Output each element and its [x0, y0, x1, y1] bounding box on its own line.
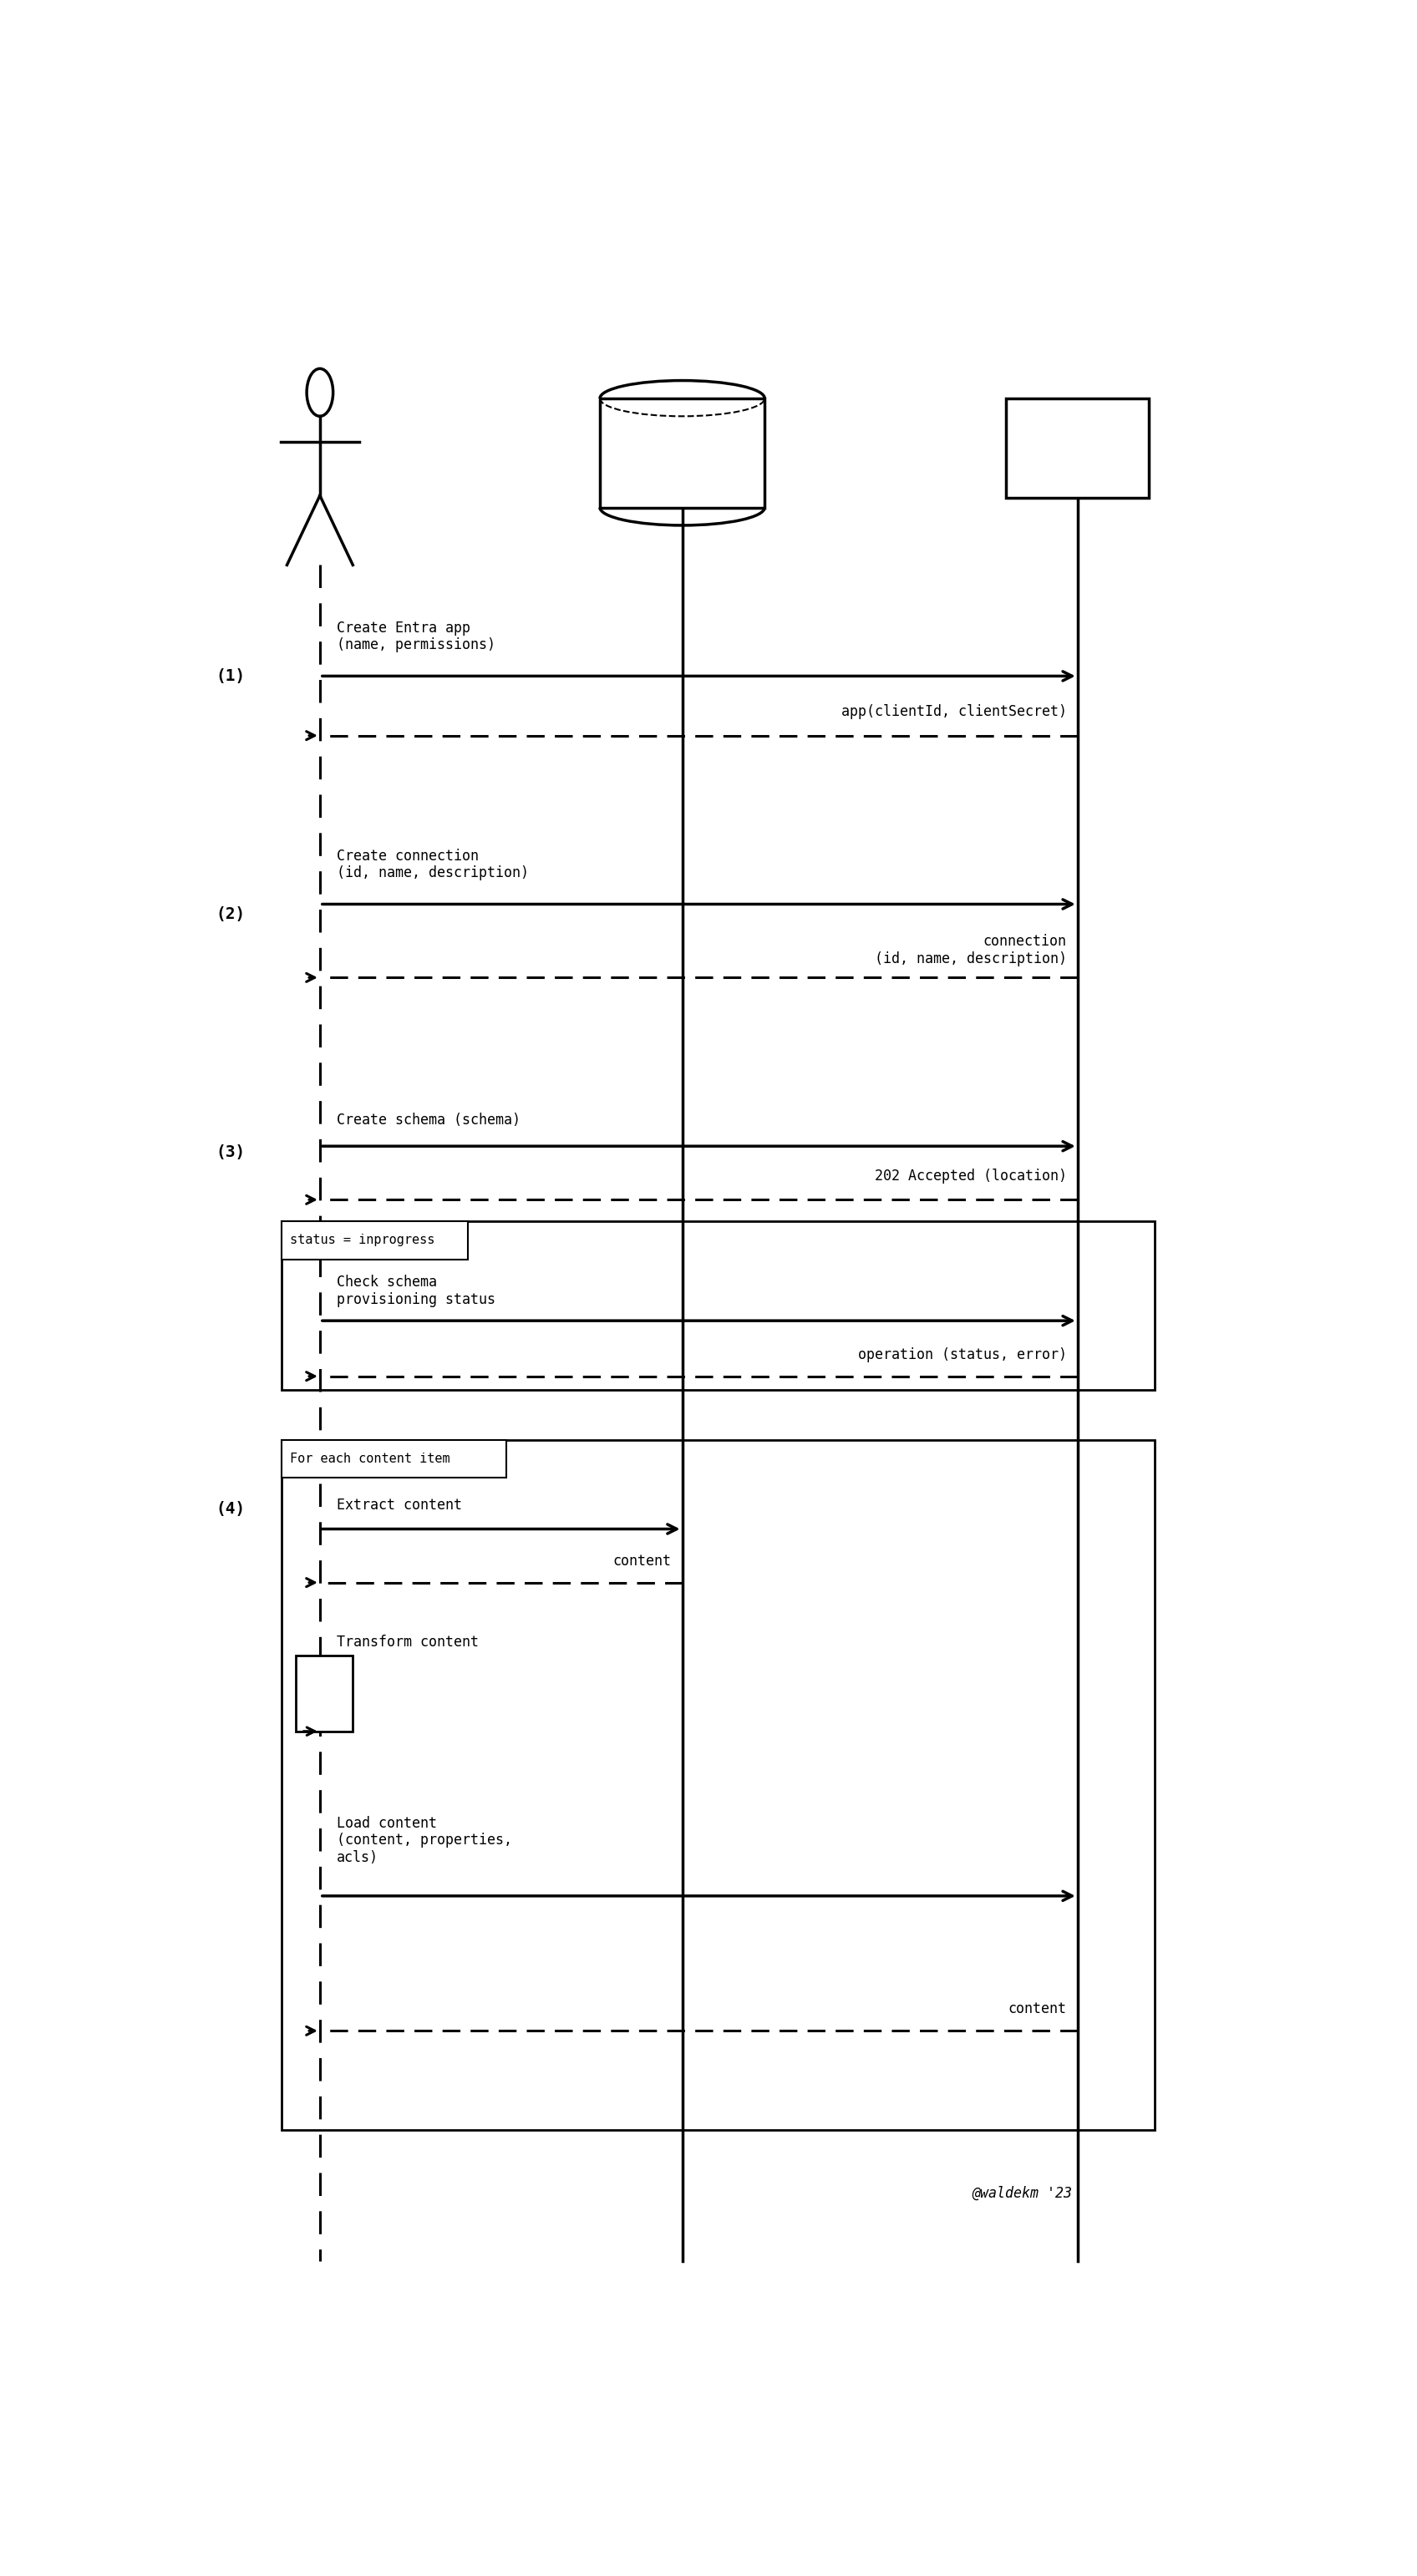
Bar [282, 1440, 506, 1479]
Text: (4): (4) [215, 1502, 245, 1517]
Bar [282, 1221, 1155, 1391]
Bar [296, 1656, 353, 1731]
Text: (3): (3) [215, 1144, 245, 1159]
Text: Create connection
(id, name, description): Create connection (id, name, description… [336, 848, 529, 881]
Bar [1006, 399, 1149, 497]
Bar [282, 1440, 1155, 2130]
Text: (2): (2) [215, 907, 245, 922]
Text: app(clientId, clientSecret): app(clientId, clientSecret) [842, 703, 1067, 719]
Text: Create Entra app
(name, permissions): Create Entra app (name, permissions) [336, 621, 495, 652]
Text: 202 Accepted (location): 202 Accepted (location) [874, 1170, 1067, 1182]
Text: Create schema (schema): Create schema (schema) [336, 1113, 520, 1128]
Bar [282, 1221, 468, 1260]
Text: Microsoft
Graph: Microsoft Graph [1030, 430, 1125, 466]
Bar [599, 399, 765, 507]
Text: operation (status, error): operation (status, error) [857, 1347, 1067, 1363]
Text: (1): (1) [215, 667, 245, 685]
Text: Check schema
provisioning status: Check schema provisioning status [336, 1275, 495, 1306]
Text: For each content item: For each content item [290, 1453, 451, 1466]
Text: content: content [1007, 2002, 1067, 2017]
Text: Transform content: Transform content [336, 1636, 479, 1649]
Text: Load content
(content, properties,
acls): Load content (content, properties, acls) [336, 1816, 512, 1865]
Text: Extract content: Extract content [336, 1497, 462, 1512]
Text: status = inprogress: status = inprogress [290, 1234, 435, 1247]
Text: connection
(id, name, description): connection (id, name, description) [874, 933, 1067, 966]
Text: @waldekm '23: @waldekm '23 [972, 2187, 1073, 2200]
Text: content: content [612, 1553, 672, 1569]
Text: Content
repository: Content repository [629, 435, 735, 471]
